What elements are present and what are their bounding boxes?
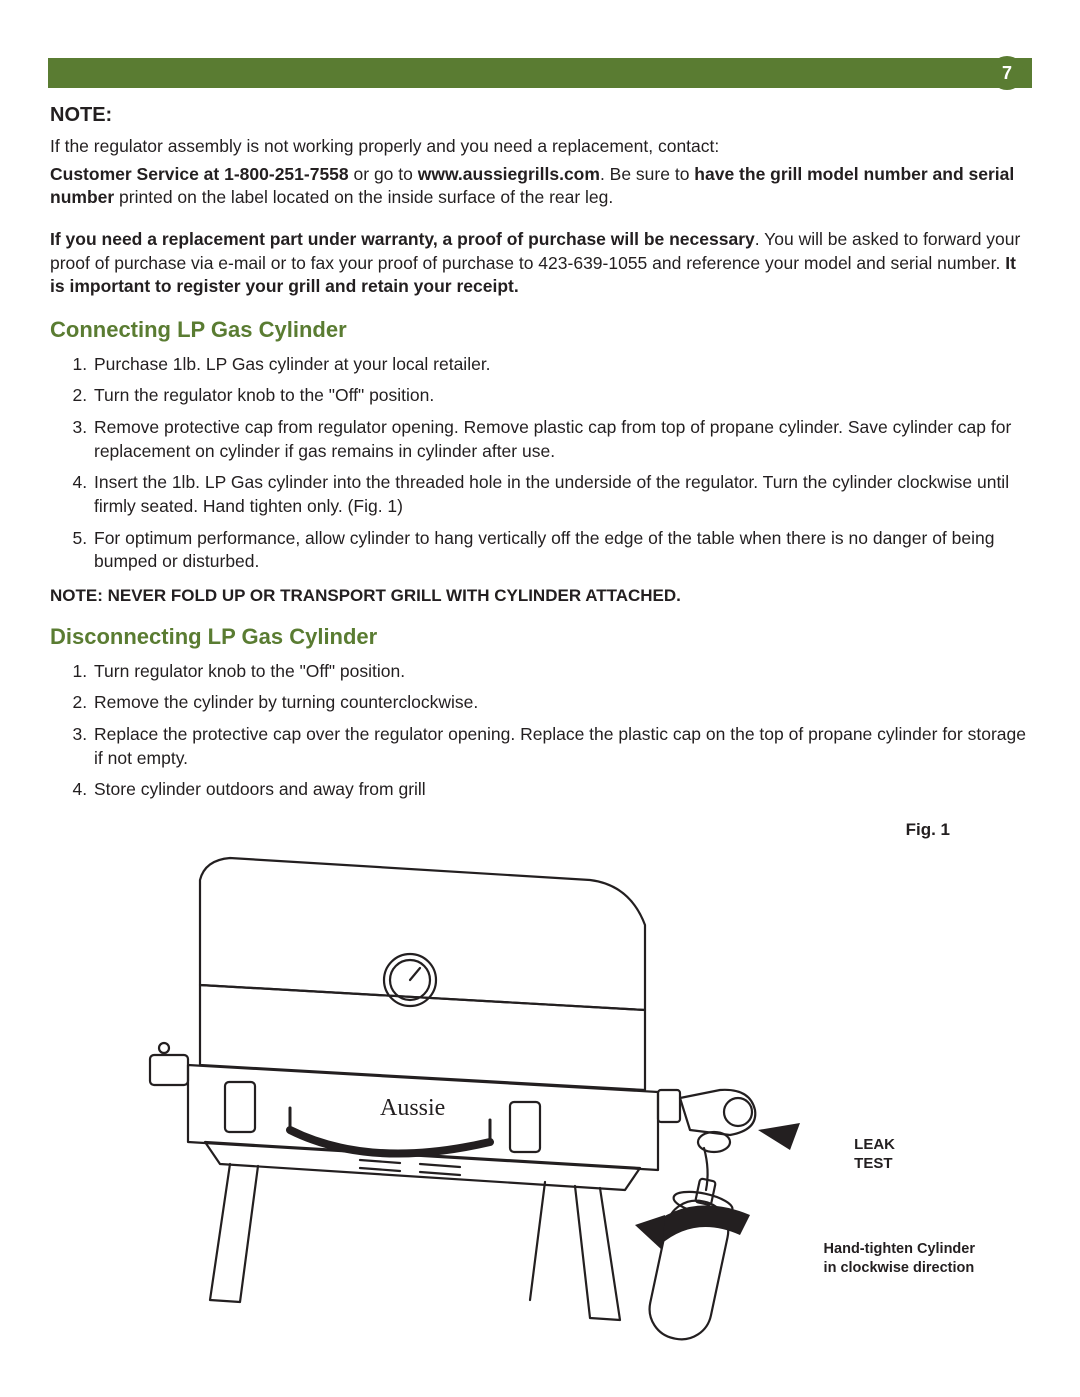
tighten-line-2: in clockwise direction [824,1259,975,1278]
disconnecting-steps: Turn regulator knob to the "Off" positio… [50,660,1030,802]
page-number: 7 [1002,63,1012,84]
hand-tighten-label: Hand-tighten Cylinder in clockwise direc… [824,1240,975,1278]
figure-label: Fig. 1 [906,820,950,840]
grill-illustration-icon: Aussie [90,830,810,1370]
connecting-steps: Purchase 1lb. LP Gas cylinder at your lo… [50,353,1030,574]
header-bar: 7 [48,58,1032,88]
disconnecting-step: Remove the cylinder by turning countercl… [92,691,1030,715]
rotation-arrow-icon [635,1205,750,1250]
tighten-line-1: Hand-tighten Cylinder [824,1240,975,1259]
page-content: NOTE: If the regulator assembly is not w… [50,104,1030,1380]
note-line-2-end: printed on the label located on the insi… [114,187,613,207]
connecting-step: Purchase 1lb. LP Gas cylinder at your lo… [92,353,1030,377]
brand-text: Aussie [380,1095,445,1121]
note-line-2-mid1: or go to [349,164,418,184]
customer-service-phone: Customer Service at 1-800-251-7558 [50,164,349,184]
leak-arrow-icon [758,1123,800,1150]
page-number-badge: 7 [990,56,1024,90]
leak-line-2: TEST [854,1155,895,1174]
note-line-1: If the regulator assembly is not working… [50,135,1030,159]
connecting-step: Insert the 1lb. LP Gas cylinder into the… [92,471,1030,518]
disconnecting-step: Store cylinder outdoors and away from gr… [92,778,1030,802]
transport-warning: NOTE: NEVER FOLD UP OR TRANSPORT GRILL W… [50,586,1030,606]
figure-1: Fig. 1 [50,820,1030,1380]
connecting-step: For optimum performance, allow cylinder … [92,527,1030,574]
disconnecting-heading: Disconnecting LP Gas Cylinder [50,624,1030,650]
disconnecting-step: Turn regulator knob to the "Off" positio… [92,660,1030,684]
disconnecting-step: Replace the protective cap over the regu… [92,723,1030,770]
connecting-heading: Connecting LP Gas Cylinder [50,317,1030,343]
leak-line-1: LEAK [854,1136,895,1155]
connecting-step: Turn the regulator knob to the "Off" pos… [92,384,1030,408]
note-line-2: Customer Service at 1-800-251-7558 or go… [50,163,1030,210]
note-heading: NOTE: [50,104,1030,127]
leak-test-label: LEAK TEST [854,1136,895,1174]
warranty-bold: If you need a replacement part under war… [50,229,755,249]
website-url: www.aussiegrills.com [418,164,600,184]
note-line-3: If you need a replacement part under war… [50,228,1030,299]
connecting-step: Remove protective cap from regulator ope… [92,416,1030,463]
note-line-2-mid2: . Be sure to [600,164,694,184]
